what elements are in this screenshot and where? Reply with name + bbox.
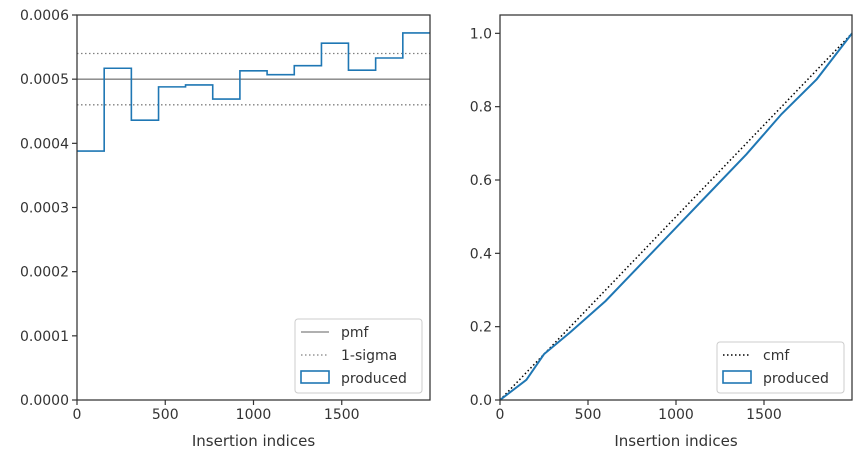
- left-y-tick-label: 0.0002: [20, 265, 69, 281]
- right-y-tick-label: 0.6: [470, 173, 492, 189]
- right-x-axis-label: Insertion indices: [614, 432, 737, 450]
- legend-produced-swatch: [300, 370, 330, 384]
- produced-cumulative-series: [499, 32, 853, 401]
- left-legend: pmf 1-sigma produced: [294, 318, 423, 394]
- right-y-tick-label: 0.0: [470, 393, 492, 409]
- right-axes-frame: [499, 14, 853, 401]
- left-y-tick-label: 0.0005: [20, 72, 69, 88]
- left-x-tick-label: 1500: [324, 407, 360, 423]
- left-x-tick-label: 500: [152, 407, 179, 423]
- left-axes-frame: [76, 14, 431, 401]
- right-legend: cmf produced: [716, 341, 845, 394]
- right-x-tick-label: 1500: [746, 407, 782, 423]
- left-x-tick-label: 1000: [236, 407, 272, 423]
- cmf-line: [499, 32, 853, 401]
- right-panel: 0 500 1000 1500 0.0 0.2 0.4 0.6 0.8 1.0 Insertion…: [470, 14, 853, 450]
- left-y-tick-label: 0.0003: [20, 201, 69, 217]
- right-y-tick-label: 1.0: [470, 26, 492, 42]
- legend-produced-label: produced: [763, 371, 829, 387]
- legend-produced-swatch: [722, 370, 752, 384]
- left-x-tick-label: 0: [73, 407, 82, 423]
- legend-produced-label: produced: [341, 371, 407, 387]
- left-panel: 0 500 1000 1500 0.0000 0.0001 0.0002 0.0003 0.00…: [20, 8, 431, 450]
- right-x-tick-label: 0: [496, 407, 505, 423]
- legend-cmf-label: cmf: [763, 348, 790, 364]
- left-ticks: 0 500 1000 1500 0.0000 0.0001 0.0002 0.0003 0.00…: [20, 8, 360, 423]
- left-x-axis-label: Insertion indices: [192, 432, 315, 450]
- left-y-tick-label: 0.0001: [20, 329, 69, 345]
- left-y-tick-label: 0.0000: [20, 393, 69, 409]
- produced-step-series: [77, 32, 430, 152]
- left-y-tick-label: 0.0006: [20, 8, 69, 24]
- left-legend-box: [294, 318, 423, 394]
- left-y-tick-label: 0.0004: [20, 136, 69, 152]
- right-y-tick-label: 0.4: [470, 246, 492, 262]
- left-reference-lines: [77, 52, 430, 106]
- right-x-tick-label: 500: [575, 407, 602, 423]
- right-ticks: 0 500 1000 1500 0.0 0.2 0.4 0.6 0.8 1.0: [470, 26, 782, 423]
- legend-pmf-label: pmf: [341, 325, 370, 341]
- right-legend-box: [716, 341, 845, 394]
- right-y-tick-label: 0.8: [470, 100, 492, 116]
- legend-sigma-label: 1-sigma: [341, 348, 397, 364]
- right-y-tick-label: 0.2: [470, 320, 492, 336]
- right-x-tick-label: 1000: [658, 407, 694, 423]
